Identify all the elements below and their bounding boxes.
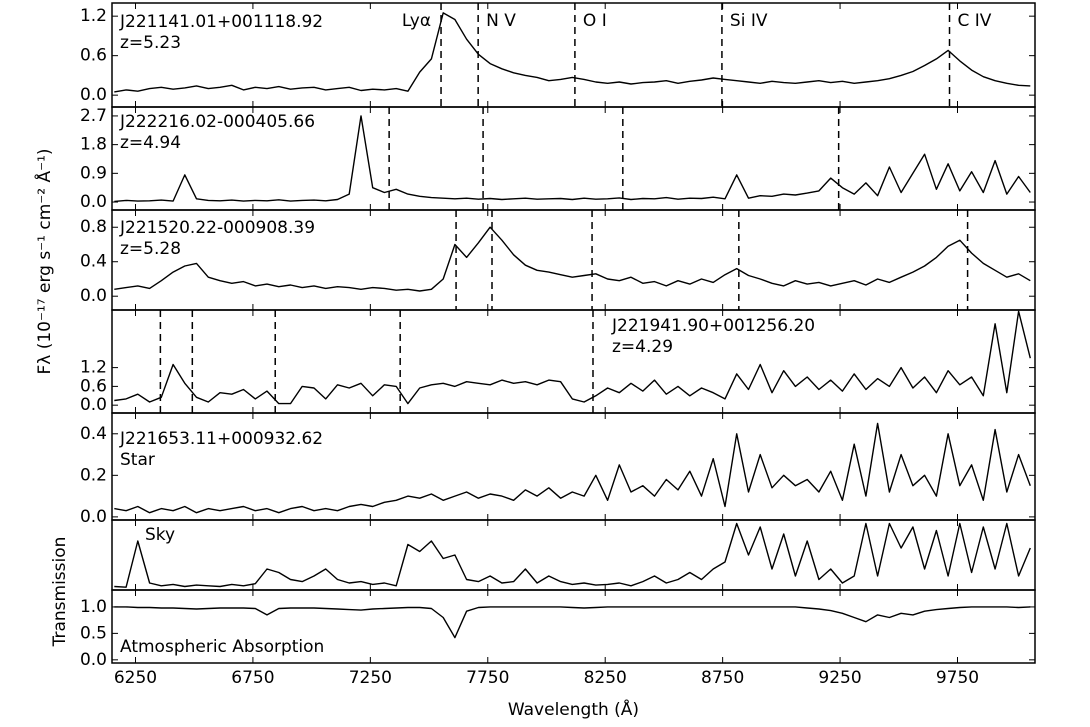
marker-label: O I	[583, 11, 607, 31]
spectrum	[114, 422, 1031, 514]
x-axis-label: Wavelength (Å)	[508, 698, 639, 720]
panel-title: J221141.01+001118.92	[119, 12, 323, 32]
x-tick-label: 9250	[818, 668, 861, 688]
y-tick-label: 2.7	[80, 106, 107, 126]
panel-subtitle: z=4.94	[120, 133, 181, 153]
y-tick-label: 0.0	[80, 650, 107, 670]
marker-label: N V	[486, 11, 516, 31]
marker-label: C IV	[958, 11, 992, 31]
y-axis-label: Transmission	[50, 537, 70, 648]
x-tick-label: 8750	[701, 668, 744, 688]
y-tick-label: 1.0	[80, 597, 107, 617]
spectrum	[114, 226, 1031, 292]
panel-title: Sky	[145, 525, 175, 545]
spectrum	[114, 12, 1031, 93]
x-tick-label: 6750	[231, 668, 274, 688]
spectrum	[114, 115, 1031, 203]
marker-label: Si IV	[730, 11, 768, 31]
y-tick-label: 0.0	[80, 395, 107, 415]
y-axis-label: Fλ (10⁻¹⁷ erg s⁻¹ cm⁻² Å⁻¹)	[33, 148, 55, 374]
panel-subtitle: z=5.23	[120, 33, 181, 53]
x-tick-label: 9750	[936, 668, 979, 688]
y-tick-label: 0.2	[80, 465, 107, 485]
y-tick-label: 0.4	[80, 252, 107, 272]
y-tick-label: 0.8	[80, 217, 107, 237]
marker-label: Lyα	[402, 11, 431, 31]
panel-title: J221941.90+001256.20	[611, 316, 815, 336]
y-tick-label: 0.0	[80, 286, 107, 306]
spectrum	[114, 606, 1031, 639]
panel-subtitle: z=4.29	[612, 337, 673, 357]
y-tick-label: 1.2	[80, 358, 107, 378]
y-tick-label: 1.2	[80, 6, 107, 26]
y-tick-label: 0.4	[80, 424, 107, 444]
x-tick-label: 6250	[114, 668, 157, 688]
spectrum	[114, 310, 1031, 405]
panel-frame	[111, 589, 1036, 664]
panel-title: J221653.11+000932.62	[119, 429, 323, 449]
x-tick-label: 8250	[584, 668, 627, 688]
y-tick-label: 0.0	[80, 85, 107, 105]
y-tick-label: 0.6	[80, 376, 107, 396]
spectrum	[114, 522, 1031, 588]
panel-frame	[111, 519, 1036, 591]
y-tick-label: 0.6	[80, 46, 107, 66]
y-tick-label: 0.0	[80, 192, 107, 212]
panel-title: J222216.02-000405.66	[119, 112, 315, 132]
y-tick-label: 0.5	[80, 623, 107, 643]
y-tick-label: 1.8	[80, 135, 107, 155]
panel-subtitle: Star	[120, 450, 155, 470]
panel-subtitle: z=5.28	[120, 239, 181, 259]
panel-title: Atmospheric Absorption	[120, 637, 324, 657]
y-tick-label: 0.9	[80, 163, 107, 183]
panel-title: J221520.22-000908.39	[119, 218, 315, 238]
y-tick-label: 0.0	[80, 507, 107, 527]
x-tick-label: 7750	[466, 668, 509, 688]
panel-frame	[111, 309, 1036, 414]
x-tick-label: 7250	[349, 668, 392, 688]
